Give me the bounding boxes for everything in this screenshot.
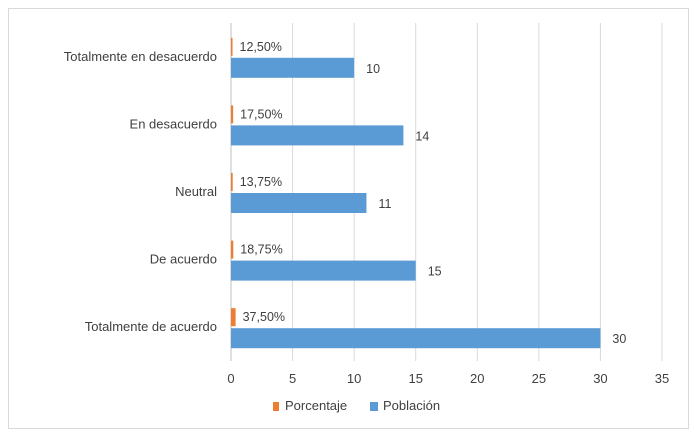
bar-porcentaje [231, 240, 234, 259]
x-tick-label: 30 [593, 371, 607, 386]
x-tick-label: 10 [347, 371, 361, 386]
data-label-porcentaje: 17,50% [240, 107, 282, 121]
data-label-poblacion: 15 [428, 265, 442, 279]
legend-swatch-porcentaje [273, 402, 279, 411]
data-label-poblacion: 11 [378, 197, 391, 211]
bar-porcentaje [231, 37, 233, 56]
data-label-poblacion: 14 [415, 129, 429, 143]
x-tick-label: 35 [655, 371, 669, 386]
x-tick-label: 5 [289, 371, 296, 386]
data-label-porcentaje: 12,50% [240, 40, 282, 54]
bar-porcentaje [231, 173, 233, 191]
legend-label-porcentaje: Porcentaje [285, 398, 347, 413]
data-label-porcentaje: 18,75% [240, 243, 282, 257]
bar-poblacion [231, 57, 355, 78]
category-label: Totalmente en desacuerdo [64, 49, 217, 64]
bar-porcentaje [231, 105, 234, 124]
x-tick-label: 20 [470, 371, 484, 386]
category-label: Neutral [175, 184, 217, 199]
x-tick-label: 25 [532, 371, 546, 386]
x-tick-label: 15 [408, 371, 422, 386]
legend-swatch-poblacion [370, 402, 378, 411]
data-label-poblacion: 10 [366, 62, 380, 76]
data-label-poblacion: 30 [612, 332, 626, 346]
bar-poblacion [231, 193, 367, 213]
chart-frame: 0 5 10 15 20 25 30 35 Totalmente en desacuerdo 12… [8, 8, 689, 429]
data-label-porcentaje: 37,50% [243, 310, 285, 324]
category-label: En desacuerdo [130, 116, 217, 131]
x-tick-label: 0 [227, 371, 234, 386]
bar-poblacion [231, 260, 416, 281]
bar-porcentaje [231, 308, 236, 327]
bar-chart: 0 5 10 15 20 25 30 35 Totalmente en desacuerdo 12… [64, 23, 669, 413]
category-label: Totalmente de acuerdo [85, 319, 217, 334]
legend-label-poblacion: Población [383, 398, 440, 413]
category-label: De acuerdo [150, 252, 217, 267]
bar-poblacion [231, 328, 601, 349]
bar-poblacion [231, 125, 404, 146]
data-label-porcentaje: 13,75% [240, 175, 282, 189]
